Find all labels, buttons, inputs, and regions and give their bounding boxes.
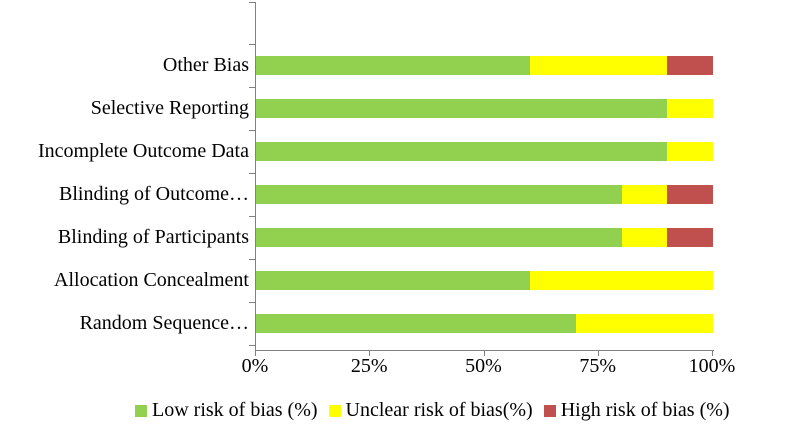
legend-label: Unclear risk of bias(%) (345, 399, 533, 421)
category-label: Blinding of Outcome… (59, 183, 249, 205)
x-axis-tick (712, 351, 713, 356)
legend-item: High risk of bias (%) (543, 399, 730, 422)
bar-segment-unclear-risk (667, 99, 713, 118)
bar-segment-unclear-risk (621, 185, 668, 204)
bar-row (256, 271, 713, 290)
y-axis-tick (249, 216, 256, 217)
category-label: Incomplete Outcome Data (37, 140, 249, 162)
legend-item: Low risk of bias (%) (135, 399, 318, 422)
bar-segment-low-risk (256, 56, 531, 75)
y-axis-tick (249, 302, 256, 303)
bar-row (256, 185, 713, 204)
y-axis-tick (249, 130, 256, 131)
bar-segment-high-risk (667, 56, 713, 75)
x-axis-tick-label: 25% (350, 355, 388, 377)
legend-swatch-unclear-risk (328, 404, 341, 417)
category-label: Allocation Concealment (54, 269, 249, 291)
legend-swatch-low-risk (135, 404, 147, 417)
y-axis-line (255, 2, 256, 351)
y-axis-tick (249, 259, 256, 260)
category-label: Other Bias (162, 54, 249, 76)
bar-segment-unclear-risk (530, 271, 713, 290)
legend-label: High risk of bias (%) (560, 399, 730, 421)
bar-segment-low-risk (256, 99, 668, 118)
bar-segment-unclear-risk (530, 56, 668, 75)
legend-label: Low risk of bias (%) (152, 399, 318, 421)
x-axis-tick-label: 100% (688, 355, 736, 377)
bar-segment-unclear-risk (575, 314, 713, 333)
bar-segment-low-risk (256, 271, 531, 290)
x-axis-line (255, 350, 714, 351)
y-axis-tick (249, 87, 256, 88)
x-axis-tick-label: 50% (465, 355, 502, 377)
bar-segment-low-risk (256, 185, 622, 204)
x-axis-tick-label: 0% (241, 355, 269, 377)
legend-swatch-high-risk (543, 404, 556, 417)
bar-segment-low-risk (256, 142, 668, 161)
x-axis-tick (255, 351, 256, 356)
category-label: Random Sequence… (79, 312, 249, 334)
y-axis-tick (249, 44, 256, 45)
y-axis-tick (249, 173, 256, 174)
category-label: Blinding of Participants (57, 226, 249, 248)
x-axis-tick (369, 351, 371, 356)
x-axis-tick (597, 351, 599, 356)
bar-row (256, 99, 713, 118)
y-axis-tick (249, 345, 256, 346)
bar-segment-unclear-risk (621, 228, 668, 247)
bar-segment-unclear-risk (667, 142, 713, 161)
legend-item: Unclear risk of bias(%) (328, 399, 533, 422)
x-axis-tick (483, 351, 485, 356)
bar-segment-high-risk (667, 185, 713, 204)
bar-row (256, 228, 713, 247)
bar-row (256, 314, 713, 333)
bar-segment-high-risk (667, 228, 713, 247)
y-axis-tick (249, 2, 256, 3)
legend: Low risk of bias (%) Unclear risk of bias… (135, 399, 730, 422)
bar-row (256, 56, 713, 75)
bar-row (256, 142, 713, 161)
x-axis-tick-label: 75% (579, 355, 617, 377)
category-label: Selective Reporting (90, 97, 249, 119)
bar-segment-low-risk (256, 314, 576, 333)
bar-segment-low-risk (256, 228, 622, 247)
